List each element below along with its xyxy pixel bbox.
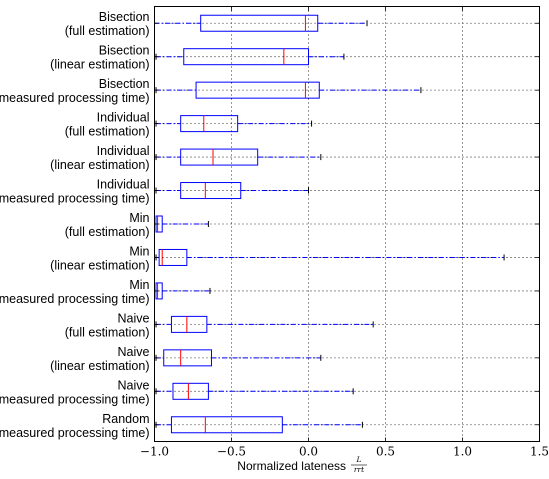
category-label: Naive (linear estimation) [50, 345, 149, 373]
category-label-variant: (measured processing time) [0, 426, 150, 440]
category-label: Min (full estimation) [65, 211, 150, 239]
x-tick-label: 1.5 [530, 445, 549, 459]
x-tick-label: 1.0 [453, 445, 472, 459]
category-label-name: Min [129, 278, 149, 292]
box-series [154, 14, 505, 434]
category-label: Individual (measured processing time) [0, 178, 150, 206]
x-tick-label: −0.5 [217, 445, 246, 459]
category-label: Min (linear estimation) [50, 244, 149, 272]
grid-lines [154, 6, 540, 442]
box-iqr [163, 349, 212, 367]
category-label-name: Bisection [99, 77, 150, 91]
category-label-variant: (linear estimation) [50, 258, 149, 272]
category-label-variant: (linear estimation) [50, 158, 149, 172]
category-label: Min (measured processing time) [0, 278, 150, 306]
category-label-variant: (full estimation) [65, 325, 150, 339]
category-label: Bisection (full estimation) [65, 10, 150, 38]
box-item [155, 382, 354, 400]
category-label-name: Individual [97, 144, 150, 158]
box-iqr [180, 115, 239, 133]
box-iqr [170, 315, 208, 333]
category-label-variant: (measured processing time) [0, 392, 150, 406]
x-axis-label-fraction: L rrt [351, 455, 367, 474]
x-tick-label: 0.5 [376, 445, 395, 459]
category-label-name: Min [129, 211, 149, 225]
category-label-variant: (full estimation) [65, 24, 150, 38]
box-iqr [183, 48, 309, 66]
x-tick-label: 0.0 [299, 445, 318, 459]
x-tick-label: −1.0 [140, 445, 169, 459]
box-iqr [180, 182, 242, 200]
axis-ticks [154, 6, 540, 442]
box-item [155, 81, 422, 99]
category-label-variant: (full estimation) [65, 125, 150, 139]
box-iqr [170, 416, 283, 434]
box-iqr [172, 382, 209, 400]
box-item [155, 148, 322, 166]
x-axis-label-denominator: rrt [354, 465, 365, 474]
box-iqr [195, 81, 320, 99]
category-label-name: Individual [97, 178, 150, 192]
category-label-variant: (measured processing time) [0, 91, 150, 105]
box-item [155, 315, 374, 333]
category-label: Individual (linear estimation) [50, 144, 149, 172]
category-label-variant: (measured processing time) [0, 192, 150, 206]
category-label: Individual (full estimation) [65, 111, 150, 139]
category-label-variant: (linear estimation) [50, 58, 149, 72]
category-label-name: Naive [118, 378, 150, 392]
box-item [155, 115, 313, 133]
category-label: Naive (measured processing time) [0, 378, 150, 406]
category-label-name: Bisection [99, 44, 150, 58]
category-label-name: Naive [118, 345, 150, 359]
category-label: Bisection (measured processing time) [0, 77, 150, 105]
box-item [155, 182, 309, 200]
category-label-variant: (full estimation) [65, 225, 150, 239]
box-iqr [180, 148, 259, 166]
box-item [155, 248, 505, 266]
category-label-name: Random [102, 412, 149, 426]
category-label: Naive (full estimation) [65, 311, 150, 339]
category-label-variant: (linear estimation) [50, 359, 149, 373]
x-axis-label-numerator: L [356, 455, 362, 464]
category-label-name: Naive [118, 311, 150, 325]
box-item [154, 282, 211, 300]
x-tick-labels: −1.0 −0.5 0.0 0.5 1.0 1.5 [140, 445, 549, 459]
box-item [154, 215, 209, 233]
category-label-name: Individual [97, 111, 150, 125]
box-item [155, 416, 363, 434]
box-item [155, 349, 322, 367]
category-label-name: Bisection [99, 10, 150, 24]
box-iqr [200, 14, 319, 32]
category-label: Bisection (linear estimation) [50, 44, 149, 72]
box-item [155, 48, 345, 66]
x-axis-label: Normalized lateness [237, 459, 346, 473]
category-label: Random (measured processing time) [0, 412, 150, 440]
category-labels: Bisection (full estimation)Bisection (line… [0, 10, 150, 440]
category-label-name: Min [129, 244, 149, 258]
category-label-variant: (measured processing time) [0, 292, 150, 306]
box-iqr [158, 248, 188, 266]
